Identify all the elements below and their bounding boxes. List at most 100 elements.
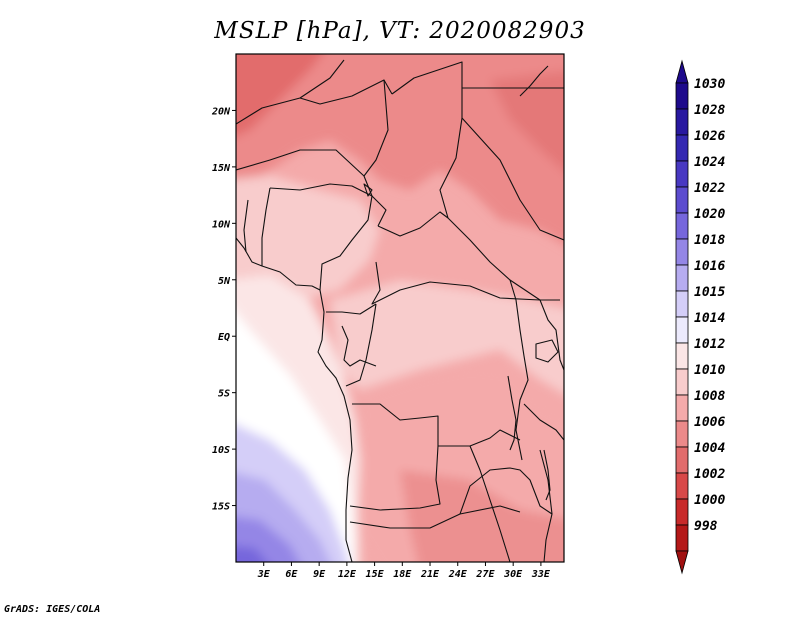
colorbar-label: 1020 xyxy=(694,207,725,222)
y-tick-label: 20N xyxy=(211,106,231,117)
x-tick-label: 3E xyxy=(257,569,271,580)
x-tick-label: 9E xyxy=(313,569,326,580)
colorbar-bottom-arrow xyxy=(675,550,689,575)
border-east-africa xyxy=(509,279,529,461)
colorbar-label: 1008 xyxy=(694,389,725,404)
colorbar-swatch xyxy=(675,186,689,214)
colorbar-label: 1010 xyxy=(694,363,725,378)
colorbar-swatch xyxy=(675,342,689,370)
colorbar-swatch xyxy=(675,368,689,396)
x-axis-ticks: 3E 6E 9E 12E 15E 18E 21E 24E 27E 30E 33E xyxy=(257,562,551,580)
border-uganda-kenya xyxy=(539,299,564,371)
colorbar-label: 1024 xyxy=(694,155,725,170)
colorbar: 1030 1028 1026 1024 1022 1020 1018 1016 1015 1014… xyxy=(675,59,725,575)
colorbar-label: 1015 xyxy=(694,285,725,300)
colorbar-label: 1028 xyxy=(694,103,725,118)
grads-credit: GrADS: IGES/COLA xyxy=(4,604,101,615)
colorbar-swatch xyxy=(675,238,689,266)
border-car-south xyxy=(371,261,541,305)
y-tick-label: 10S xyxy=(212,445,230,456)
y-tick-label: 5N xyxy=(218,276,231,287)
border-drc-angola xyxy=(352,403,521,447)
lake-tanganyika xyxy=(507,375,517,451)
x-tick-label: 33E xyxy=(531,569,551,580)
border-congo-drc xyxy=(345,303,377,387)
border-nigeria-cameroon xyxy=(319,195,373,291)
border-sudan-south xyxy=(461,117,564,241)
border-gabon-congo xyxy=(341,325,377,367)
border-angola-zambia xyxy=(349,445,441,511)
x-tick-label: 12E xyxy=(338,569,357,580)
colorbar-label: 1026 xyxy=(694,129,725,144)
colorbar-label: 1000 xyxy=(694,493,725,508)
colorbar-swatch xyxy=(675,264,689,292)
colorbar-label: 1030 xyxy=(694,77,725,92)
x-tick-label: 30E xyxy=(503,569,523,580)
red-sea-coast xyxy=(519,65,549,97)
lake-chad xyxy=(363,183,373,197)
coastline-west xyxy=(236,237,353,562)
colorbar-swatch xyxy=(675,394,689,422)
lake-victoria xyxy=(535,339,559,363)
colorbar-swatch xyxy=(675,472,689,500)
x-tick-label: 18E xyxy=(393,569,412,580)
y-tick-label: 5S xyxy=(218,389,230,400)
border-benin-togo xyxy=(261,187,271,266)
border-zambia-east xyxy=(459,467,553,515)
border-namibia-north xyxy=(349,505,521,529)
border-cameroon-gabon xyxy=(326,303,377,315)
colorbar-swatch xyxy=(675,290,689,318)
y-tick-label: 15N xyxy=(212,163,231,174)
lake-malawi xyxy=(543,449,551,501)
colorbar-top-arrow xyxy=(675,59,689,84)
border-libya-chad xyxy=(391,61,463,118)
colorbar-swatch xyxy=(675,446,689,474)
colorbar-label: 1012 xyxy=(694,337,725,352)
country-borders xyxy=(236,59,564,562)
border-mali-niger xyxy=(236,149,365,177)
field-region-north xyxy=(236,54,564,245)
map-frame xyxy=(235,53,565,563)
field-region-westafrica xyxy=(236,175,380,300)
colorbar-label: 1014 xyxy=(694,311,725,326)
colorbar-swatch xyxy=(675,420,689,448)
border-se-interior xyxy=(469,445,511,562)
colorbar-swatch xyxy=(675,316,689,344)
y-axis-ticks: 20N 15N 10N 5N EQ 5S 10S 15S xyxy=(211,106,236,513)
x-tick-label: 21E xyxy=(420,569,440,580)
border-malawi xyxy=(539,449,553,562)
border-algeria-niger xyxy=(299,79,393,105)
field-region-high-1022 xyxy=(236,546,267,562)
border-nigeria-north xyxy=(269,183,373,197)
colorbar-label: 1006 xyxy=(694,415,725,430)
colorbar-swatch xyxy=(675,160,689,188)
x-tick-label: 24E xyxy=(448,569,468,580)
y-tick-label: 15S xyxy=(212,502,230,513)
colorbar-label: 1022 xyxy=(694,181,725,196)
chart-title: MSLP [hPa], VT: 2020082903 xyxy=(214,18,586,44)
x-tick-label: 6E xyxy=(285,569,298,580)
field-region-congo xyxy=(330,280,564,395)
colorbar-label: 1018 xyxy=(694,233,725,248)
border-ghana xyxy=(243,199,249,253)
colorbar-swatch xyxy=(675,108,689,136)
colorbar-label: 1002 xyxy=(694,467,725,482)
border-cameroon-car xyxy=(377,211,449,237)
colorbar-label: 1004 xyxy=(694,441,725,456)
x-tick-label: 15E xyxy=(366,569,385,580)
x-tick-label: 27E xyxy=(475,569,495,580)
colorbar-swatch xyxy=(675,498,689,526)
colorbar-swatch xyxy=(675,212,689,240)
border-chad-sudan xyxy=(439,117,560,301)
colorbar-label: 998 xyxy=(694,519,718,534)
y-tick-label: EQ xyxy=(218,332,230,343)
colorbar-swatch xyxy=(675,524,689,552)
field-region-south-dark xyxy=(400,470,564,562)
border-tanzania xyxy=(523,403,564,441)
field-region-northwest-low xyxy=(236,54,323,136)
pressure-field xyxy=(236,54,564,562)
y-tick-label: 10N xyxy=(212,219,231,230)
colorbar-swatch xyxy=(675,82,689,110)
colorbar-label: 1016 xyxy=(694,259,725,274)
